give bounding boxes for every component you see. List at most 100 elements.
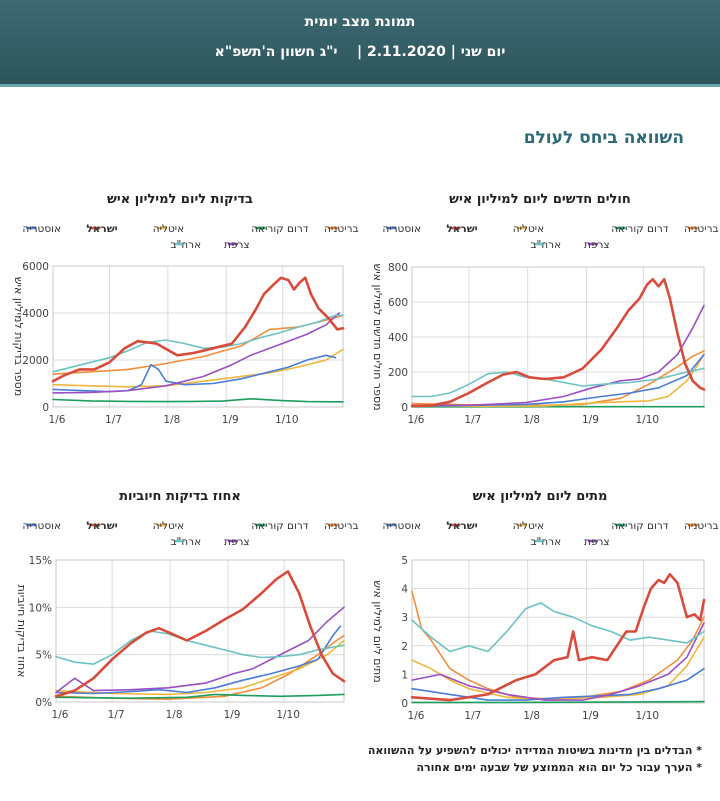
x-tick-label: 1/7	[464, 710, 481, 722]
y-tick-label: 800	[388, 262, 408, 274]
y-tick-label: 0	[401, 402, 408, 414]
legend-label: ישראל	[86, 520, 117, 532]
x-tick-label: 1/7	[464, 414, 481, 426]
weekday: יום שני	[460, 44, 506, 60]
series-line	[52, 314, 344, 375]
x-tick-label: 1/8	[166, 709, 183, 721]
series-line	[55, 693, 345, 699]
series-line	[55, 625, 342, 695]
y-axis-label: מתים ליום למיליון איש	[371, 580, 384, 682]
x-tick-label: 1/10	[275, 414, 299, 426]
legend-label: אוסטריה	[382, 223, 421, 235]
separator-1: |	[450, 44, 456, 60]
series-line	[411, 636, 705, 700]
plot-border	[52, 265, 344, 408]
chart-title: מתים ליום למיליון איש	[473, 489, 608, 504]
legend-label: אוסטריה	[22, 520, 61, 532]
chart-positive: אחוז בדיקות חיוביות בריטניה דרום קוריאה איט…	[15, 489, 359, 721]
plot-border	[55, 559, 345, 703]
legend-label: ארה"ב	[530, 239, 561, 251]
x-tick-label: 1/9	[582, 414, 599, 426]
legend-label: איטליה	[513, 223, 544, 235]
chart-title: בדיקות ליום למיליון איש	[107, 192, 253, 207]
series-line	[55, 630, 345, 665]
page-header: תמונת מצב יומית יום שני | 2.11.2020 | י"…	[0, 0, 720, 87]
y-tick-label: 5%	[35, 650, 52, 662]
y-tick-label: 15%	[29, 555, 52, 567]
series-line	[410, 573, 706, 702]
y-tick-label: 0%	[35, 697, 52, 709]
series-line	[55, 639, 345, 696]
y-tick-label: 10%	[29, 602, 52, 614]
legend-label: ארה"ב	[170, 239, 201, 251]
series-line	[411, 602, 705, 653]
x-tick-label: 1/7	[105, 414, 122, 426]
footnote-1: * הבדלים בין מדינות בשיטות המדידה יכולים…	[367, 744, 702, 757]
legend-label: איטליה	[153, 223, 184, 235]
page-title: תמונת מצב יומית	[304, 14, 416, 30]
series-line	[54, 570, 346, 698]
x-tick-label: 1/8	[163, 414, 180, 426]
chart-title: חולים חדשים ליום למיליון איש	[449, 192, 631, 207]
legend-label: ישראל	[86, 223, 117, 235]
footnote-2: * הערך עבור כל יום הוא הממוצע של שבעה ימ…	[416, 761, 702, 774]
x-tick-label: 1/6	[408, 710, 425, 722]
x-tick-label: 1/6	[52, 709, 69, 721]
y-axis-label: אחוז בדיקות חיוביות	[15, 585, 28, 678]
series-line	[411, 667, 705, 701]
series-line	[52, 398, 344, 403]
series-line	[52, 312, 340, 394]
y-axis-label: מספר חולים חדשים למיליון איש	[371, 263, 384, 410]
x-tick-label: 1/7	[108, 709, 125, 721]
gregorian-date: 2.11.2020	[367, 44, 446, 60]
legend-label: בריטניה	[324, 520, 359, 532]
y-tick-label: 1	[401, 669, 408, 681]
legend-label: ארה"ב	[170, 536, 201, 548]
date-line: יום שני | 2.11.2020 | י"ג חשוון ה'תשפ"א	[0, 44, 720, 60]
series-line	[51, 276, 345, 383]
y-axis-label: מספר בדיקות למיליון איש	[12, 277, 25, 397]
y-tick-label: 400	[388, 332, 408, 344]
series-line	[411, 700, 705, 704]
legend-label: אוסטריה	[382, 520, 421, 532]
chart-title: אחוז בדיקות חיוביות	[119, 489, 241, 504]
x-tick-label: 1/9	[582, 710, 599, 722]
y-tick-label: 2	[401, 641, 408, 653]
series-line	[411, 353, 705, 408]
legend-label: דרום קוריאה	[251, 520, 309, 532]
chart-tests: בדיקות ליום למיליון איש בריטניה דרום קוריא…	[12, 192, 359, 426]
separator-2: |	[357, 44, 363, 60]
legend-label: אוסטריה	[22, 223, 61, 235]
x-tick-label: 1/8	[523, 710, 540, 722]
y-tick-label: 4	[401, 584, 408, 596]
legend-label: בריטניה	[684, 520, 719, 532]
chart-deaths: מתים ליום למיליון איש בריטניה דרום קוריאה א…	[371, 489, 719, 722]
x-tick-label: 1/10	[636, 414, 660, 426]
legend-label: בריטניה	[324, 223, 359, 235]
legend-label: ישראל	[446, 520, 477, 532]
legend-label: איטליה	[153, 520, 184, 532]
legend-label: ארה"ב	[530, 536, 561, 548]
x-tick-label: 1/8	[523, 414, 540, 426]
x-tick-label: 1/10	[636, 710, 660, 722]
y-tick-label: 0	[42, 402, 49, 414]
legend-label: דרום קוריאה	[611, 223, 669, 235]
hebrew-date: י"ג חשוון ה'תשפ"א	[214, 44, 338, 60]
x-tick-label: 1/10	[276, 709, 300, 721]
section-title: השוואה ביחס לעולם	[523, 128, 684, 148]
y-tick-label: 4000	[22, 308, 49, 320]
x-tick-label: 1/6	[408, 414, 425, 426]
series-line	[55, 606, 345, 694]
footnotes: * הבדלים בין מדינות בשיטות המדידה יכולים…	[282, 742, 702, 776]
legend-label: צרפת	[584, 239, 610, 251]
series-line	[411, 304, 705, 407]
chart-cases: חולים חדשים ליום למיליון איש בריטניה דרום …	[371, 192, 719, 426]
y-tick-label: 6000	[22, 261, 49, 273]
series-line	[52, 348, 344, 388]
x-tick-label: 1/6	[49, 414, 66, 426]
legend-label: צרפת	[584, 536, 610, 548]
y-tick-label: 2000	[22, 355, 49, 367]
legend-label: צרפת	[224, 536, 250, 548]
legend-label: ישראל	[446, 223, 477, 235]
y-tick-label: 200	[388, 367, 408, 379]
